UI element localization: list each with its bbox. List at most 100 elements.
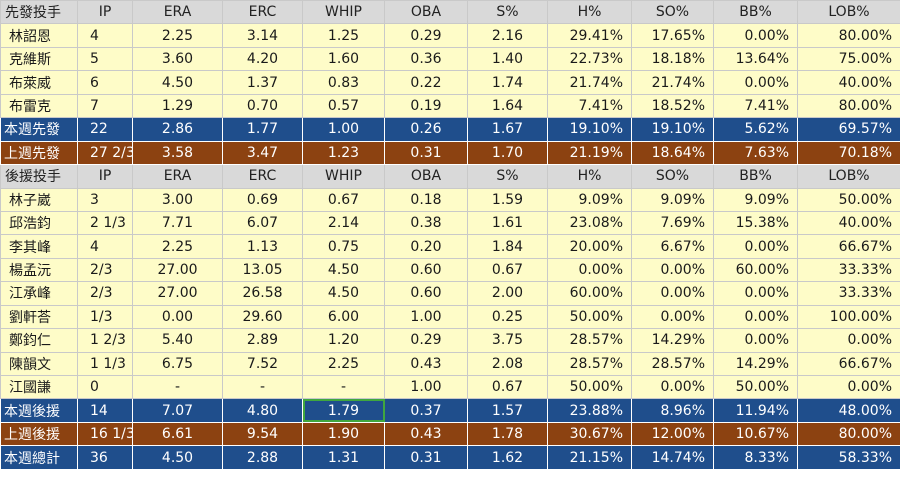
stat-cell-lob[interactable]: 40.00% [797, 70, 900, 95]
summary-stat-cell-erc[interactable]: 4.80 [222, 398, 303, 423]
stat-cell-s[interactable]: 2.08 [467, 351, 548, 377]
stat-cell-bb[interactable]: 0.00% [713, 23, 798, 48]
stat-cell-oba[interactable]: 0.19 [384, 93, 468, 119]
stat-cell-s[interactable]: 2.00 [467, 281, 548, 306]
stat-cell-era[interactable]: 6.75 [132, 351, 223, 377]
column-header-erc[interactable]: ERC [222, 0, 303, 25]
stat-cell-h[interactable]: 29.41% [547, 23, 632, 48]
stat-cell-whip[interactable]: 2.25 [302, 351, 385, 377]
stat-cell-oba[interactable]: 0.29 [384, 23, 468, 48]
stat-cell-s[interactable]: 1.61 [467, 210, 548, 236]
stat-cell-erc[interactable]: 2.89 [222, 328, 303, 353]
stat-cell-oba[interactable]: 0.60 [384, 281, 468, 306]
summary-label-cell[interactable]: 本週後援 [0, 398, 78, 423]
stat-cell-bb[interactable]: 0.00% [713, 281, 798, 306]
stat-cell-erc[interactable]: 1.13 [222, 234, 303, 259]
stat-cell-so[interactable]: 0.00% [631, 374, 714, 400]
stat-cell-bb[interactable]: 60.00% [713, 257, 798, 283]
stat-cell-so[interactable]: 0.00% [631, 281, 714, 306]
stat-cell-ip[interactable]: 1 2/3 [77, 328, 133, 353]
stat-cell-era[interactable]: 2.25 [132, 234, 223, 259]
stat-cell-h[interactable]: 28.57% [547, 328, 632, 353]
stat-cell-erc[interactable]: - [222, 374, 303, 400]
stat-cell-s[interactable]: 1.74 [467, 70, 548, 95]
column-header-h[interactable]: H% [547, 164, 632, 189]
stat-cell-era[interactable]: 27.00 [132, 257, 223, 283]
stat-cell-bb[interactable]: 0.00% [713, 304, 798, 330]
summary-stat-cell-lob[interactable]: 48.00% [797, 398, 900, 423]
stat-cell-lob[interactable]: 0.00% [797, 328, 900, 353]
summary-stat-cell-bb[interactable]: 8.33% [713, 445, 798, 470]
summary-stat-cell-s[interactable]: 1.78 [467, 421, 548, 447]
column-header-whip[interactable]: WHIP [302, 0, 385, 25]
stat-cell-whip[interactable]: 0.75 [302, 234, 385, 259]
stat-cell-h[interactable]: 50.00% [547, 304, 632, 330]
stat-cell-oba[interactable]: 0.60 [384, 257, 468, 283]
stat-cell-s[interactable]: 1.59 [467, 187, 548, 212]
summary-stat-cell-lob[interactable]: 58.33% [797, 445, 900, 470]
stat-cell-oba[interactable]: 0.18 [384, 187, 468, 212]
stat-cell-ip[interactable]: 1 1/3 [77, 351, 133, 377]
stat-cell-ip[interactable]: 4 [77, 23, 133, 48]
column-header-erc[interactable]: ERC [222, 164, 303, 189]
stat-cell-bb[interactable]: 0.00% [713, 328, 798, 353]
stat-cell-era[interactable]: 5.40 [132, 328, 223, 353]
summary-stat-cell-erc[interactable]: 1.77 [222, 117, 303, 142]
stat-cell-h[interactable]: 22.73% [547, 46, 632, 72]
stat-cell-erc[interactable]: 3.14 [222, 23, 303, 48]
stat-cell-oba[interactable]: 1.00 [384, 304, 468, 330]
column-header-lob[interactable]: LOB% [797, 164, 900, 189]
pitcher-name-cell[interactable]: 楊孟沅 [0, 257, 78, 283]
stat-cell-h[interactable]: 21.74% [547, 70, 632, 95]
summary-stat-cell-bb[interactable]: 10.67% [713, 421, 798, 447]
column-header-ip[interactable]: IP [77, 0, 133, 25]
summary-stat-cell-lob[interactable]: 80.00% [797, 421, 900, 447]
summary-stat-cell-era[interactable]: 4.50 [132, 445, 223, 470]
stat-cell-era[interactable]: 3.00 [132, 187, 223, 212]
stat-cell-whip[interactable]: - [302, 374, 385, 400]
column-header-whip[interactable]: WHIP [302, 164, 385, 189]
column-header-bb[interactable]: BB% [713, 164, 798, 189]
pitcher-name-cell[interactable]: 江國謙 [0, 374, 78, 400]
stat-cell-h[interactable]: 60.00% [547, 281, 632, 306]
stat-cell-lob[interactable]: 50.00% [797, 187, 900, 212]
column-header-so[interactable]: SO% [631, 0, 714, 25]
summary-stat-cell-era[interactable]: 6.61 [132, 421, 223, 447]
stat-cell-era[interactable]: 27.00 [132, 281, 223, 306]
stat-cell-so[interactable]: 17.65% [631, 23, 714, 48]
stat-cell-whip[interactable]: 6.00 [302, 304, 385, 330]
stat-cell-s[interactable]: 1.40 [467, 46, 548, 72]
summary-stat-cell-erc[interactable]: 3.47 [222, 140, 303, 166]
stat-cell-bb[interactable]: 14.29% [713, 351, 798, 377]
stat-cell-so[interactable]: 0.00% [631, 257, 714, 283]
summary-stat-cell-so[interactable]: 8.96% [631, 398, 714, 423]
summary-stat-cell-h[interactable]: 30.67% [547, 421, 632, 447]
column-header-era[interactable]: ERA [132, 0, 223, 25]
summary-stat-cell-oba[interactable]: 0.43 [384, 421, 468, 447]
summary-stat-cell-bb[interactable]: 5.62% [713, 117, 798, 142]
stat-cell-whip[interactable]: 0.67 [302, 187, 385, 212]
stat-cell-so[interactable]: 7.69% [631, 210, 714, 236]
stat-cell-h[interactable]: 0.00% [547, 257, 632, 283]
summary-stat-cell-ip[interactable]: 14 [77, 398, 133, 423]
stat-cell-bb[interactable]: 9.09% [713, 187, 798, 212]
stat-cell-oba[interactable]: 0.38 [384, 210, 468, 236]
stat-cell-lob[interactable]: 66.67% [797, 351, 900, 377]
pitcher-name-cell[interactable]: 鄭鈞仁 [0, 328, 78, 353]
pitcher-name-cell[interactable]: 布萊威 [0, 70, 78, 95]
stat-cell-so[interactable]: 18.18% [631, 46, 714, 72]
summary-stat-cell-whip[interactable]: 1.31 [302, 445, 385, 470]
stat-cell-so[interactable]: 21.74% [631, 70, 714, 95]
stat-cell-whip[interactable]: 4.50 [302, 257, 385, 283]
summary-label-cell[interactable]: 本週先發 [0, 117, 78, 142]
stat-cell-s[interactable]: 1.64 [467, 93, 548, 119]
pitcher-name-cell[interactable]: 邱浩鈞 [0, 210, 78, 236]
summary-stat-cell-so[interactable]: 14.74% [631, 445, 714, 470]
pitcher-name-cell[interactable]: 江承峰 [0, 281, 78, 306]
pitcher-name-cell[interactable]: 克維斯 [0, 46, 78, 72]
summary-stat-cell-h[interactable]: 23.88% [547, 398, 632, 423]
summary-label-cell[interactable]: 上週後援 [0, 421, 78, 447]
section-header-label[interactable]: 後援投手 [0, 164, 78, 189]
summary-stat-cell-erc[interactable]: 9.54 [222, 421, 303, 447]
stat-cell-ip[interactable]: 0 [77, 374, 133, 400]
